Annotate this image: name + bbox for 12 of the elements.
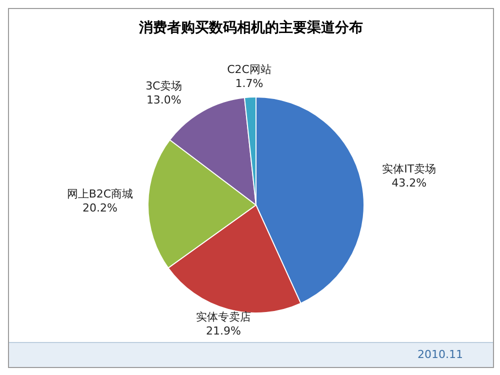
data-label: 20.2% xyxy=(82,201,118,214)
slice-label: C2C网站 xyxy=(227,63,272,76)
data-label: 1.7% xyxy=(235,77,264,90)
text: 2010.11 xyxy=(418,348,463,361)
slice-label: 实体IT卖场 xyxy=(382,162,436,176)
slice-label: 3C卖场 xyxy=(146,79,182,92)
chart-title: 消费者购买数码相机的主要渠道分布 xyxy=(138,19,364,37)
slice-label: 实体专卖店 xyxy=(196,310,252,324)
data-label: 21.9% xyxy=(206,324,241,338)
data-label: 43.2% xyxy=(392,176,427,190)
slice-label: 网上B2C商城 xyxy=(66,187,134,200)
data-label: 13.0% xyxy=(146,93,182,106)
